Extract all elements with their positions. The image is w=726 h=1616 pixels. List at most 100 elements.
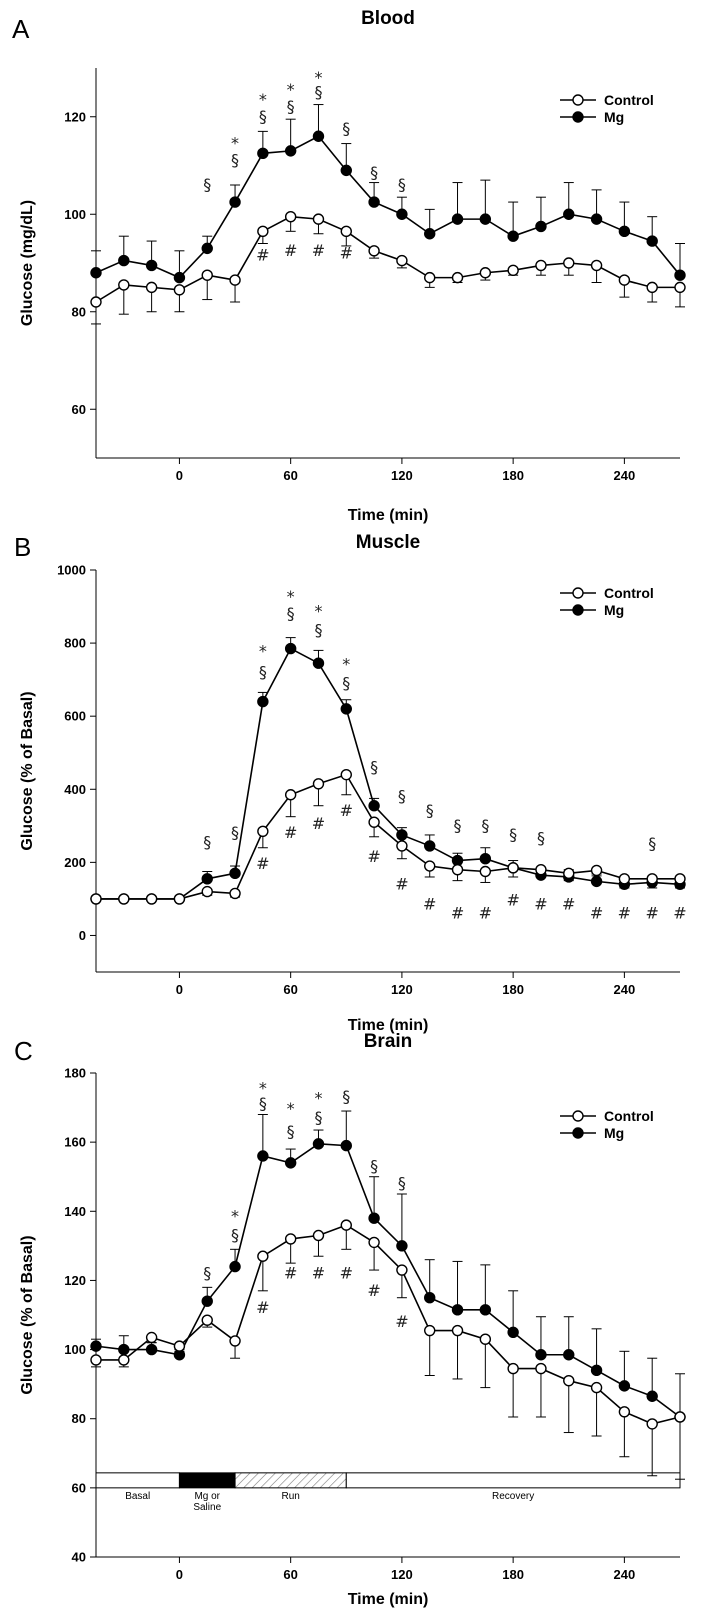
data-point bbox=[646, 873, 658, 885]
panel-label: C bbox=[14, 1036, 33, 1066]
data-point bbox=[201, 1295, 213, 1307]
x-tick-label: 60 bbox=[283, 1567, 297, 1582]
significance-marker: § bbox=[287, 604, 295, 623]
significance-marker: § bbox=[231, 151, 239, 170]
data-point bbox=[618, 274, 631, 286]
data-point bbox=[424, 860, 436, 872]
data-point bbox=[201, 269, 213, 281]
y-tick-label: 600 bbox=[64, 709, 86, 724]
significance-marker: * bbox=[231, 134, 239, 153]
data-point bbox=[618, 1380, 631, 1392]
x-tick-label: 180 bbox=[502, 468, 524, 483]
y-tick-label: 1000 bbox=[57, 563, 86, 578]
data-point bbox=[173, 271, 186, 284]
data-point bbox=[368, 800, 380, 812]
y-tick-label: 120 bbox=[64, 1273, 86, 1288]
data-point bbox=[451, 863, 464, 876]
panel-A: A Blood 60 80 100 120 0 60 120 180 240 Time (min) Gl… bbox=[12, 8, 686, 524]
data-point bbox=[340, 1139, 352, 1152]
data-point bbox=[451, 1304, 464, 1316]
data-point bbox=[312, 657, 325, 669]
data-point bbox=[368, 1236, 380, 1249]
panel-B: B Muscle 0 200 400 600 800 1000 0 60 120 180 240 Time… bbox=[14, 532, 687, 1034]
data-point bbox=[590, 1381, 603, 1394]
x-tick-label: 240 bbox=[614, 1567, 636, 1582]
protocol-segment bbox=[95, 1472, 180, 1489]
significance-marker: § bbox=[287, 1122, 295, 1141]
significance-marker: # bbox=[284, 1264, 297, 1283]
data-point bbox=[90, 1354, 102, 1366]
chart-title: Muscle bbox=[356, 532, 420, 553]
series-line bbox=[96, 647, 681, 900]
significance-marker: # bbox=[256, 854, 269, 873]
significance-marker: * bbox=[342, 655, 350, 674]
x-tick-label: 60 bbox=[283, 468, 297, 483]
data-point bbox=[118, 279, 130, 291]
significance-marker: # bbox=[312, 241, 325, 260]
data-point bbox=[507, 230, 519, 242]
legend-entry: Control bbox=[604, 585, 654, 601]
data-point bbox=[145, 281, 158, 294]
data-point bbox=[312, 1229, 325, 1242]
data-point bbox=[646, 1390, 658, 1402]
significance-marker: § bbox=[398, 787, 406, 806]
data-point bbox=[340, 768, 352, 781]
significance-marker: # bbox=[340, 243, 353, 262]
series-control bbox=[90, 1219, 686, 1480]
chart-title: Brain bbox=[364, 1031, 413, 1052]
significance-marker: § bbox=[342, 673, 350, 692]
significance-marker: § bbox=[314, 1108, 322, 1127]
data-point bbox=[674, 281, 686, 294]
data-point bbox=[479, 853, 492, 865]
protocol-segment bbox=[345, 1472, 681, 1489]
significance-marker: # bbox=[618, 904, 631, 923]
series-line bbox=[95, 215, 680, 303]
data-point bbox=[590, 864, 603, 877]
protocol-segment bbox=[178, 1472, 236, 1489]
data-point bbox=[590, 259, 603, 272]
data-point bbox=[284, 1157, 297, 1169]
significance-marker: § bbox=[370, 1156, 378, 1175]
significance-marker: * bbox=[259, 642, 267, 661]
x-tick-label: 60 bbox=[283, 982, 297, 997]
significance-marker: # bbox=[451, 904, 464, 923]
protocol-label: Recovery bbox=[492, 1491, 534, 1502]
y-axis-label: Glucose (mg/dL) bbox=[19, 200, 36, 326]
significance-marker: * bbox=[287, 587, 295, 606]
data-point bbox=[118, 1343, 130, 1356]
data-point bbox=[229, 1335, 241, 1347]
data-point bbox=[590, 213, 603, 225]
significance-marker: # bbox=[340, 1264, 353, 1283]
significance-marker: * bbox=[287, 80, 295, 99]
significance-marker: # bbox=[673, 904, 686, 923]
protocol-label-line: Mg or bbox=[194, 1491, 220, 1502]
data-point bbox=[535, 1362, 547, 1375]
significance-marker: * bbox=[287, 1099, 295, 1118]
y-tick-label: 60 bbox=[72, 402, 86, 417]
series-mg bbox=[90, 104, 686, 284]
data-point bbox=[145, 1343, 158, 1356]
series-mg bbox=[90, 1110, 686, 1423]
significance-marker: § bbox=[342, 1087, 350, 1106]
series-line bbox=[95, 1143, 681, 1418]
x-tick-label: 120 bbox=[391, 1567, 413, 1582]
significance-marker: # bbox=[423, 894, 436, 913]
significance-marker: # bbox=[395, 874, 408, 893]
data-point bbox=[424, 1324, 436, 1337]
series-line bbox=[95, 135, 681, 279]
significance-marker: § bbox=[203, 1264, 211, 1283]
data-point bbox=[563, 1349, 575, 1361]
data-point bbox=[563, 257, 575, 269]
significance-marker: § bbox=[314, 620, 322, 639]
data-point bbox=[312, 213, 325, 225]
data-point bbox=[535, 259, 547, 272]
data-point bbox=[257, 225, 269, 238]
data-point bbox=[396, 254, 408, 267]
legend-marker bbox=[572, 1127, 584, 1139]
data-point bbox=[479, 267, 492, 279]
data-point bbox=[229, 867, 241, 880]
significance-marker: # bbox=[590, 904, 603, 923]
significance-marker: # bbox=[312, 814, 325, 833]
significance-marker: § bbox=[287, 97, 295, 116]
significance-marker: # bbox=[479, 904, 492, 923]
